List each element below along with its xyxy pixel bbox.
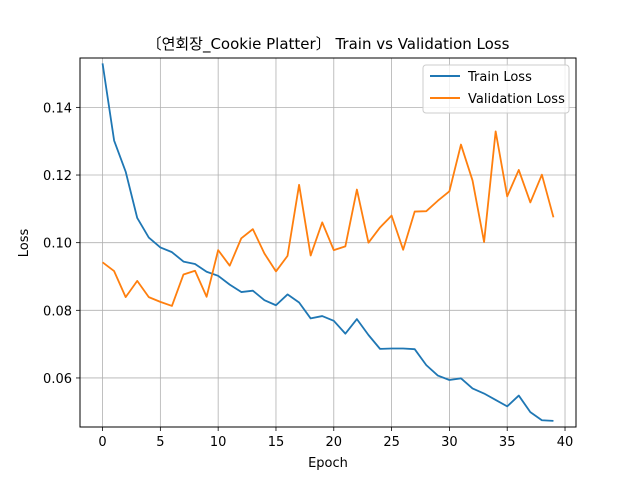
x-tick-label: 20 [326, 435, 343, 450]
legend: Train Loss Validation Loss [422, 64, 570, 114]
x-tick-label: 0 [98, 435, 106, 450]
y-tick-label: 0.06 [43, 372, 72, 387]
x-tick-label: 30 [441, 435, 458, 450]
x-tick-label: 35 [499, 435, 516, 450]
y-tick-label: 0.14 [43, 101, 72, 116]
x-axis-label: Epoch [308, 456, 348, 471]
y-tick-label: 0.12 [43, 169, 72, 184]
y-axis-label: Loss [17, 229, 32, 258]
chart-title: 〔연회장_Cookie Platter〕 Train vs Validation… [147, 35, 510, 54]
axis-ticks: 0 5 10 15 20 25 30 35 40 0.06 0.08 0.10 0.12 0.14 [43, 101, 573, 450]
series-lines [101, 63, 555, 422]
legend-label-validation-loss: Validation Loss [468, 92, 565, 107]
y-tick-label: 0.08 [43, 304, 72, 319]
x-tick-label: 15 [268, 435, 285, 450]
y-tick-label: 0.10 [43, 237, 72, 252]
legend-label-train-loss: Train Loss [467, 70, 532, 85]
grid-lines [80, 58, 576, 427]
train-loss-line [101, 63, 554, 422]
validation-loss-line [102, 130, 555, 307]
x-tick-label: 40 [557, 435, 574, 450]
x-tick-label: 25 [383, 435, 400, 450]
x-tick-label: 10 [210, 435, 227, 450]
x-tick-label: 5 [156, 435, 164, 450]
